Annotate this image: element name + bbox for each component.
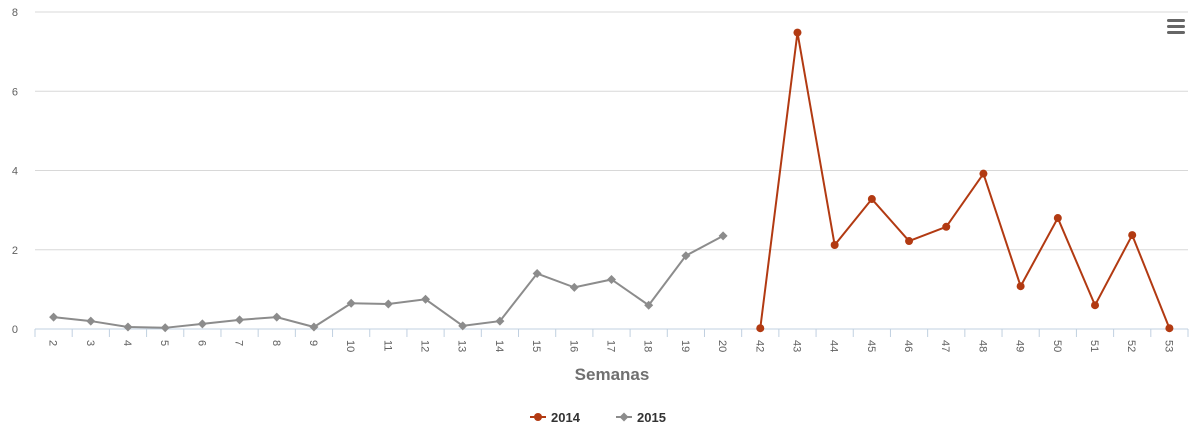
x-tick-label: 15 bbox=[530, 340, 542, 352]
x-tick-label: 16 bbox=[567, 340, 579, 352]
data-point bbox=[569, 282, 579, 292]
x-tick-label: 4 bbox=[121, 340, 133, 346]
x-tick-label: 12 bbox=[419, 340, 431, 352]
data-point bbox=[235, 315, 245, 325]
x-tick-label: 46 bbox=[902, 340, 914, 352]
data-point bbox=[160, 323, 170, 333]
data-point bbox=[123, 322, 133, 332]
x-tick-label: 49 bbox=[1014, 340, 1026, 352]
data-point bbox=[458, 321, 468, 331]
data-point bbox=[532, 269, 542, 279]
x-tick-label: 14 bbox=[493, 340, 505, 352]
y-tick-label: 0 bbox=[12, 324, 18, 336]
legend-marker bbox=[619, 412, 629, 422]
data-point bbox=[383, 299, 393, 309]
x-tick-label: 53 bbox=[1162, 340, 1174, 352]
data-point bbox=[979, 169, 988, 178]
x-tick-label: 50 bbox=[1051, 340, 1063, 352]
data-point bbox=[495, 316, 505, 326]
x-tick-label: 20 bbox=[716, 340, 728, 352]
y-tick-label: 2 bbox=[12, 245, 18, 257]
data-point bbox=[1165, 324, 1174, 333]
menu-bar[interactable] bbox=[1167, 31, 1185, 34]
x-axis-title: Semanas bbox=[575, 365, 650, 384]
data-point bbox=[86, 316, 96, 326]
x-tick-label: 10 bbox=[344, 340, 356, 352]
y-tick-label: 8 bbox=[12, 7, 18, 19]
x-tick-label: 11 bbox=[381, 340, 393, 351]
x-tick-label: 6 bbox=[195, 340, 207, 346]
x-tick-label: 5 bbox=[158, 340, 170, 346]
data-point bbox=[905, 237, 914, 246]
menu-bar[interactable] bbox=[1167, 25, 1185, 28]
x-tick-label: 42 bbox=[753, 340, 765, 352]
x-tick-label: 52 bbox=[1125, 340, 1137, 352]
x-tick-label: 43 bbox=[790, 340, 802, 352]
y-tick-label: 4 bbox=[12, 166, 18, 178]
data-point bbox=[756, 324, 765, 333]
data-point bbox=[793, 28, 802, 37]
legend-marker bbox=[534, 413, 542, 421]
x-tick-label: 8 bbox=[270, 340, 282, 346]
x-tick-label: 2 bbox=[47, 340, 59, 346]
data-point bbox=[346, 298, 356, 308]
x-tick-label: 3 bbox=[84, 340, 96, 346]
x-tick-label: 18 bbox=[642, 340, 654, 352]
x-tick-label: 51 bbox=[1088, 340, 1100, 352]
data-point bbox=[1016, 282, 1025, 291]
data-point bbox=[49, 312, 59, 322]
x-tick-label: 9 bbox=[307, 340, 319, 346]
data-point bbox=[309, 322, 319, 332]
series bbox=[756, 28, 1174, 333]
x-tick-label: 17 bbox=[605, 340, 617, 352]
data-point bbox=[830, 240, 839, 249]
data-point bbox=[607, 274, 616, 284]
data-point bbox=[197, 319, 207, 329]
x-tick-label: 48 bbox=[976, 340, 988, 352]
legend-label: 2014 bbox=[551, 410, 581, 425]
x-tick-label: 44 bbox=[828, 340, 840, 352]
data-point bbox=[421, 294, 431, 304]
x-tick-label: 19 bbox=[679, 340, 691, 352]
legend-label: 2015 bbox=[637, 410, 666, 425]
x-tick-label: 45 bbox=[865, 340, 877, 352]
menu-icon[interactable] bbox=[1167, 19, 1185, 34]
data-point bbox=[718, 231, 728, 241]
data-point bbox=[644, 300, 654, 310]
data-point bbox=[1128, 231, 1137, 240]
data-point bbox=[867, 195, 876, 204]
x-tick-label: 47 bbox=[939, 340, 951, 352]
data-point bbox=[942, 222, 951, 231]
data-point bbox=[681, 251, 691, 261]
series-line bbox=[759, 32, 1171, 329]
x-tick-label: 13 bbox=[456, 340, 468, 352]
data-point bbox=[1091, 301, 1100, 310]
series bbox=[49, 231, 728, 333]
y-tick-label: 6 bbox=[12, 86, 18, 98]
menu-bar[interactable] bbox=[1167, 19, 1185, 22]
data-point bbox=[1053, 214, 1062, 223]
x-tick-label: 7 bbox=[233, 340, 245, 346]
data-point bbox=[272, 312, 282, 322]
